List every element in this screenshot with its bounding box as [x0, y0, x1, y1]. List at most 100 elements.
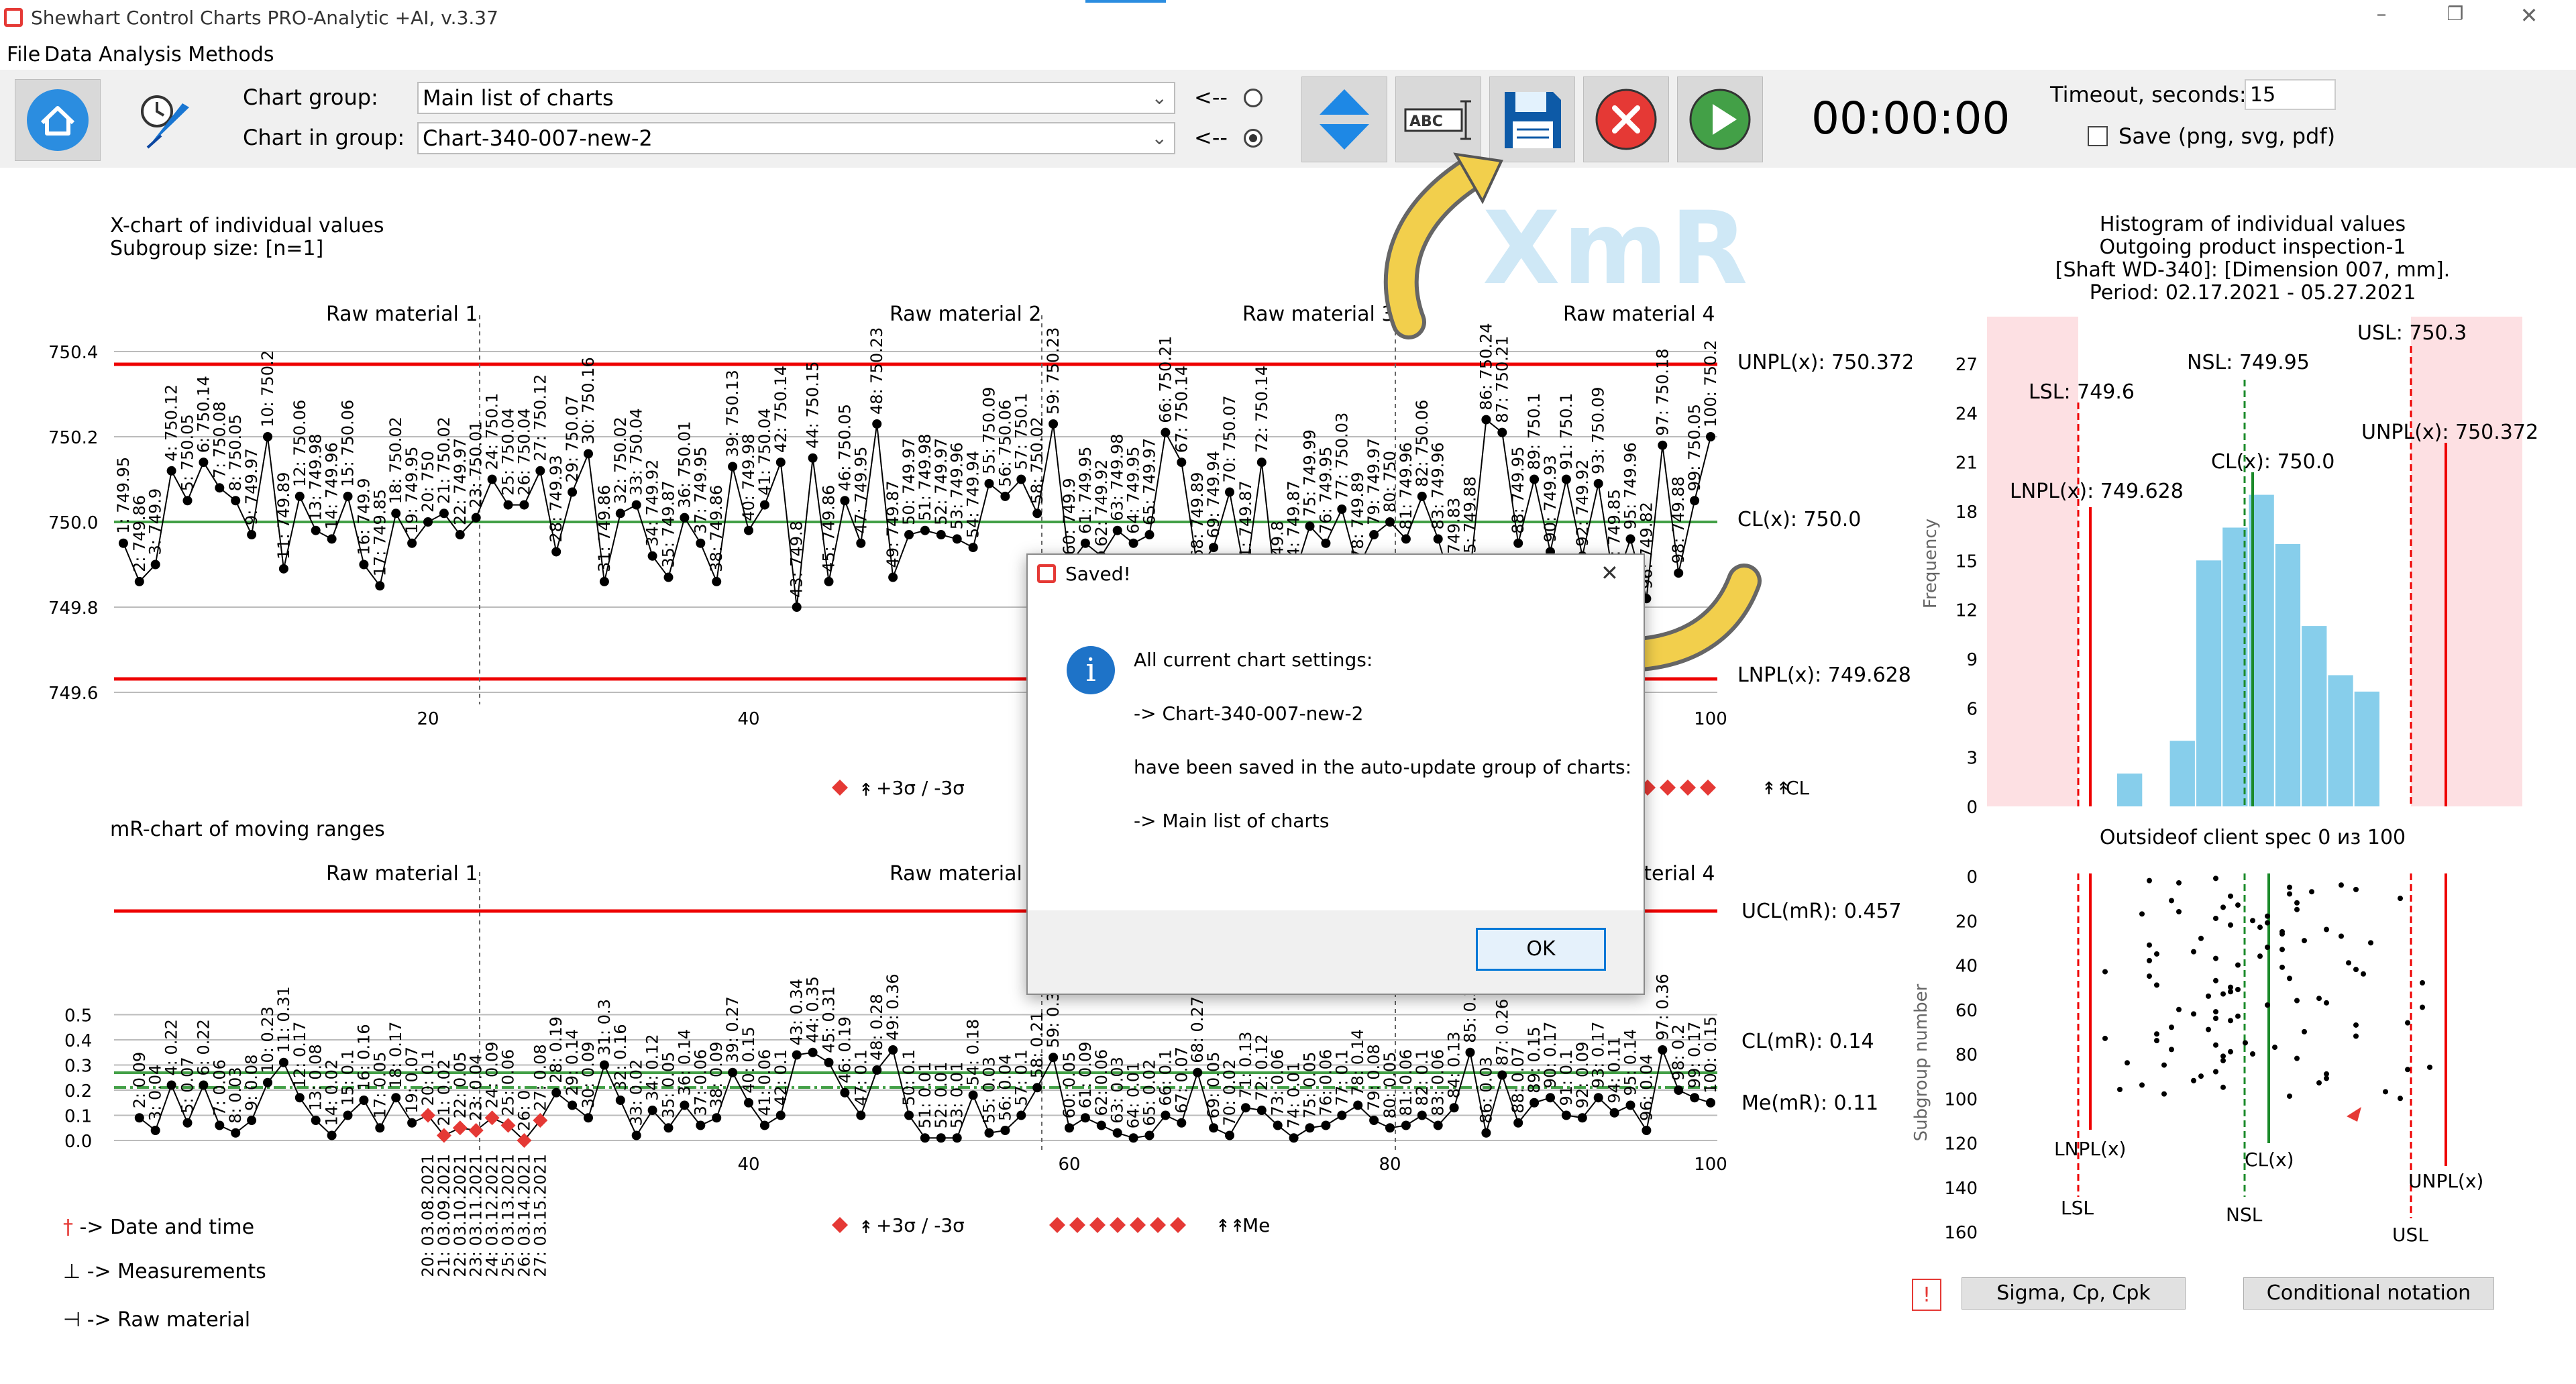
mr-point-label: 61: 0.09: [1076, 1042, 1095, 1109]
chart-group-select[interactable]: Main list of charts ⌄: [417, 82, 1175, 114]
menu-data-analysis[interactable]: Data Analysis Methods: [44, 43, 274, 66]
sigma-cp-cpk-button[interactable]: Sigma, Cp, Cpk: [1962, 1277, 2186, 1310]
dialog-footer: OK: [1028, 910, 1644, 994]
x-point-label: 88: 749.95: [1509, 447, 1527, 534]
mr-point-label: 2: 0.09: [130, 1052, 149, 1108]
x-point-label: 92: 749.92: [1573, 460, 1592, 547]
maximize-button[interactable]: ❐: [2447, 3, 2464, 25]
timeout-input[interactable]: 15: [2245, 79, 2336, 110]
run-button[interactable]: [1677, 76, 1763, 162]
clock-quill-icon[interactable]: [127, 83, 201, 157]
mr-legend-diamond: [1069, 1217, 1085, 1233]
mr-point-label: 19: 0.07: [402, 1047, 421, 1114]
menu-file[interactable]: File: [7, 43, 41, 66]
x-point-label: 51: 749.98: [916, 433, 934, 521]
svg-text:ABC: ABC: [1409, 113, 1443, 130]
save-formats-checkbox[interactable]: [2088, 126, 2108, 146]
mr-point: [856, 1110, 866, 1120]
sc-lnpl-label: LNPL(x): [2054, 1138, 2126, 1160]
mr-date-label: 21: 03.09.2021: [435, 1154, 453, 1277]
save-button[interactable]: [1489, 76, 1575, 162]
chart-group-value: Main list of charts: [423, 85, 614, 111]
x-point: [1161, 427, 1171, 437]
mr-point-label: 89: 0.15: [1525, 1026, 1544, 1094]
sc-point: [2102, 969, 2108, 975]
minimize-button[interactable]: –: [2376, 3, 2387, 26]
x-point: [263, 432, 272, 441]
rename-button[interactable]: ABC: [1395, 76, 1481, 162]
unpl-label: UNPL(x): 750.372: [2361, 421, 2538, 444]
mr-point: [904, 1110, 914, 1120]
xmr-watermark: XmR: [1483, 191, 1751, 307]
sc-point: [2353, 1022, 2359, 1028]
home-button[interactable]: [15, 79, 101, 161]
x-point-label: 99: 750.05: [1685, 404, 1704, 491]
svg-text:↟↟: ↟↟: [1216, 1216, 1245, 1236]
warning-button[interactable]: !: [1912, 1279, 1941, 1311]
x-point-label: 43: 749.8: [788, 521, 806, 598]
sc-point: [2265, 1002, 2270, 1008]
hist-line4: Period: 02.17.2021 - 05.27.2021: [2090, 281, 2416, 305]
sc-point: [2220, 1057, 2226, 1063]
x-point-label: 39: 750.13: [723, 370, 742, 457]
chart-in-group-label: Chart in group:: [243, 125, 405, 150]
mr-legend-diamond: [1089, 1217, 1106, 1233]
x-point-label: 7: 750.08: [210, 401, 229, 478]
x-point-label: 8: 750.05: [226, 414, 245, 491]
chart-in-group-select[interactable]: Chart-340-007-new-2 ⌄: [417, 122, 1175, 154]
mr-point-label: 68: 0.27: [1188, 996, 1207, 1063]
x-point: [584, 449, 593, 459]
mr-point: [728, 1067, 738, 1077]
conditional-notation-button[interactable]: Conditional notation: [2243, 1277, 2494, 1310]
mr-point-label: 66: 0.1: [1156, 1049, 1175, 1106]
x-legend: +3σ / -3σ ↟ ↟↟ CL: [832, 777, 1810, 800]
ok-button[interactable]: OK: [1476, 928, 1606, 971]
mr-point-label: 79: 0.08: [1364, 1044, 1383, 1111]
x-point-label: 87: 750.21: [1493, 335, 1511, 423]
mr-point: [1353, 1100, 1363, 1110]
chart-in-group-radio[interactable]: [1244, 129, 1263, 148]
sc-point: [2161, 1091, 2167, 1097]
sc-point: [2265, 913, 2270, 919]
mr-point-label: 41: 0.06: [755, 1049, 774, 1116]
x-chart: X-chart of individual values Subgroup si…: [48, 214, 1912, 800]
x-point-label: 32: 750.02: [611, 417, 630, 504]
close-window-button[interactable]: ✕: [2520, 3, 2538, 28]
sc-point: [2302, 938, 2307, 944]
saved-dialog: Saved! ✕ i All current chart settings: -…: [1026, 553, 1645, 995]
sc-point: [2235, 986, 2241, 992]
x-point: [1529, 474, 1540, 484]
mr-point: [1706, 1098, 1715, 1108]
mr-point: [1417, 1110, 1427, 1120]
mr-legend-diamond: [1110, 1217, 1126, 1233]
hist-y-tick: 9: [1966, 650, 1978, 670]
mr-point-label: 81: 0.06: [1397, 1049, 1415, 1116]
sc-point: [2220, 991, 2226, 997]
sc-point: [2420, 980, 2425, 986]
hist-y-tick: 27: [1955, 355, 1978, 375]
x-point: [1497, 427, 1507, 437]
sc-point: [2213, 1069, 2218, 1075]
x-point: [631, 500, 641, 510]
chart-group-radio[interactable]: [1244, 89, 1263, 107]
cancel-button[interactable]: [1583, 76, 1669, 162]
dialog-close-button[interactable]: ✕: [1601, 560, 1619, 586]
mr-point-label: 49: 0.36: [883, 973, 902, 1041]
sc-point: [2243, 1040, 2248, 1046]
scatter-ylabel: Subgroup number: [1912, 983, 1931, 1141]
x-point-label: 74: 749.87: [1285, 480, 1303, 568]
sc-point: [2287, 891, 2292, 897]
histogram-chart: Histogram of individual values Outgoing …: [1921, 213, 2538, 818]
mr-point-label: 46: 0.19: [835, 1016, 854, 1083]
sc-y-tick: 100: [1944, 1089, 1978, 1110]
close-circle-icon: [1595, 89, 1657, 150]
mr-point: [759, 1120, 769, 1130]
sc-point: [2287, 884, 2292, 890]
x-point: [1337, 504, 1347, 514]
sort-up-down-button[interactable]: [1301, 76, 1387, 162]
x-point-label: 45: 749.86: [820, 485, 839, 572]
x-point: [134, 576, 144, 586]
sc-point: [2206, 993, 2211, 999]
dialog-line4: -> Main list of charts: [1134, 810, 1330, 832]
mr-point-label: 74: 0.01: [1285, 1062, 1303, 1129]
